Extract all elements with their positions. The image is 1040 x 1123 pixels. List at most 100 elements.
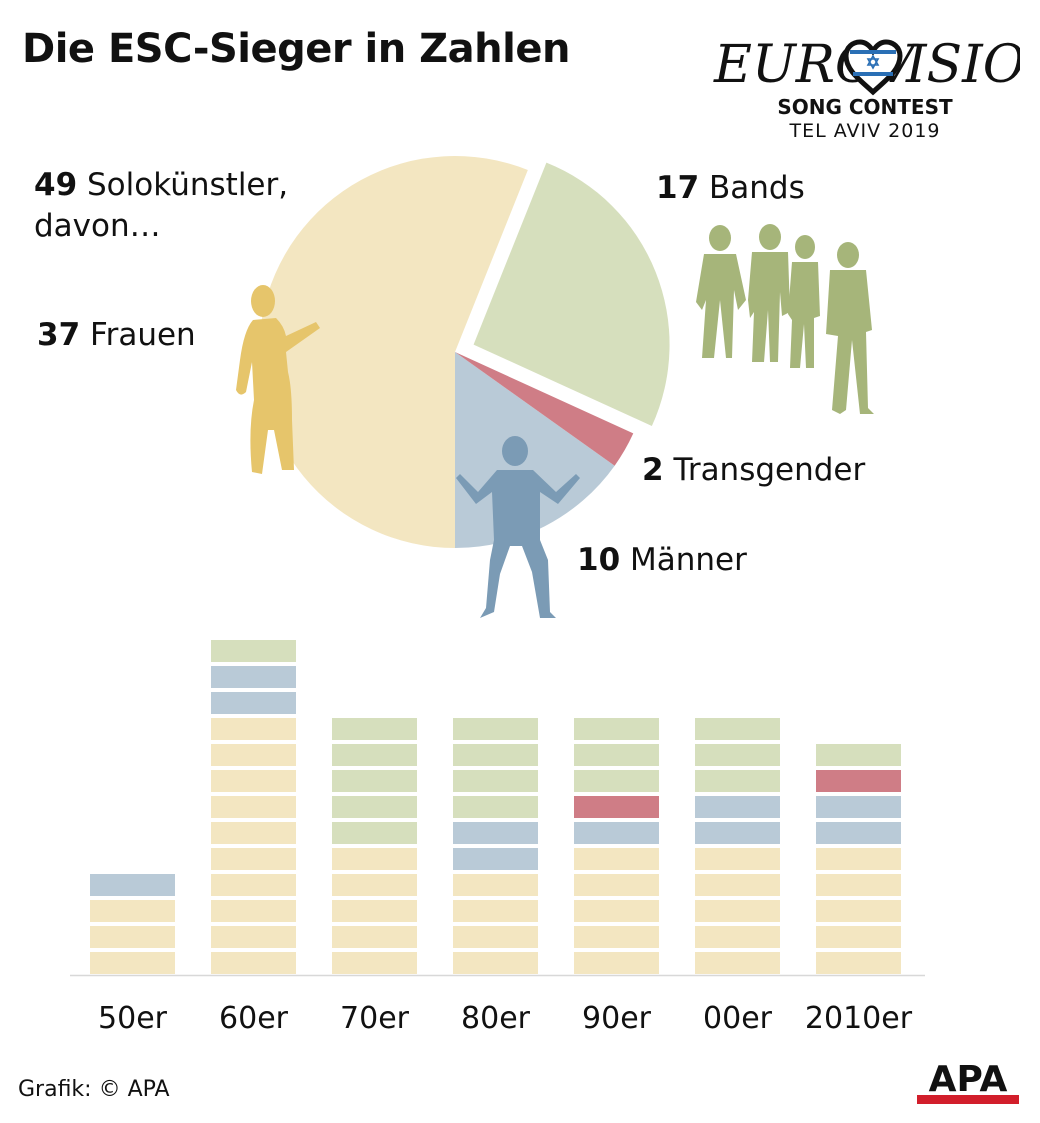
bar-segment-maenner <box>695 796 780 818</box>
x-tick-label: 00er <box>703 1001 773 1036</box>
logo-line-2: TEL AVIV 2019 <box>788 120 940 142</box>
logo-line-1: SONG CONTEST <box>777 95 953 119</box>
bar-segment-bands <box>453 718 538 740</box>
bar-segment-frauen <box>211 744 296 766</box>
bar-segment-bands <box>695 770 780 792</box>
bar-segment-frauen <box>816 874 901 896</box>
bar-segment-bands <box>211 640 296 662</box>
bar-segment-maenner <box>211 692 296 714</box>
label-bands-text: Bands <box>709 170 805 206</box>
bar-segment-frauen <box>332 874 417 896</box>
label-frauen: 37 Frauen <box>37 316 196 354</box>
label-maenner: 10 Männer <box>577 541 747 579</box>
bar-segment-frauen <box>211 900 296 922</box>
bar-segment-bands <box>332 796 417 818</box>
bar-segment-bands <box>332 822 417 844</box>
bar-segment-bands <box>453 744 538 766</box>
bar-segment-frauen <box>90 926 175 948</box>
bar-segment-bands <box>816 744 901 766</box>
bar-segment-frauen <box>211 874 296 896</box>
label-frauen-text: Frauen <box>90 317 196 353</box>
pie-slice-frauen <box>258 155 528 548</box>
label-solo-number: 49 <box>34 167 78 203</box>
bar-segment-maenner <box>816 822 901 844</box>
woman-figure-icon <box>236 285 320 474</box>
bar-segment-frauen <box>211 822 296 844</box>
label-bands: 17 Bands <box>656 169 805 207</box>
eurovision-logo: EUROV ISION SONG CONTEST TEL AVIV 2019 <box>713 35 1020 142</box>
apa-logo-text: APA <box>929 1059 1008 1100</box>
bar-segment-frauen <box>453 926 538 948</box>
apa-logo: APA <box>917 1059 1019 1104</box>
bar-segment-bands <box>332 770 417 792</box>
bar-segment-transgender <box>574 796 659 818</box>
bar-segment-bands <box>574 744 659 766</box>
bar-segment-maenner <box>90 874 175 896</box>
label-solo-text: Solokünstler, <box>87 167 289 203</box>
man-figure-icon <box>456 436 580 618</box>
bar-segment-frauen <box>574 952 659 974</box>
label-solo-suffix: davon… <box>34 208 161 244</box>
bar-segment-maenner <box>211 666 296 688</box>
bar-segment-frauen <box>453 952 538 974</box>
bar-segment-frauen <box>816 952 901 974</box>
label-solo-group: 49 Solokünstler, <box>34 166 288 204</box>
band-figures-icon <box>696 224 874 414</box>
logo-wordmark-right: ISION <box>905 35 1020 95</box>
label-transgender-number: 2 <box>642 452 664 488</box>
bar-segment-frauen <box>695 848 780 870</box>
x-tick-label: 2010er <box>805 1001 913 1036</box>
page-title: Die ESC-Sieger in Zahlen <box>22 26 570 72</box>
bar-segment-maenner <box>574 822 659 844</box>
bar-chart: 50er 60er 70er 80er 90er 00er 2010er <box>90 640 913 1036</box>
bar-segment-bands <box>332 718 417 740</box>
bar-segment-bands <box>453 770 538 792</box>
bar-segment-frauen <box>211 848 296 870</box>
bar-segment-maenner <box>453 848 538 870</box>
bar-segment-bands <box>574 770 659 792</box>
x-tick-label: 70er <box>340 1001 410 1036</box>
bar-segment-maenner <box>695 822 780 844</box>
pie-slice-bands <box>473 162 670 426</box>
bar-segment-frauen <box>695 900 780 922</box>
bar-segment-frauen <box>574 874 659 896</box>
bar-segment-bands <box>695 744 780 766</box>
bar-segment-maenner <box>453 822 538 844</box>
bar-segment-frauen <box>574 926 659 948</box>
x-tick-label: 90er <box>582 1001 652 1036</box>
bar-segment-frauen <box>453 874 538 896</box>
bar-segment-frauen <box>211 926 296 948</box>
bar-segment-frauen <box>90 952 175 974</box>
bar-segment-frauen <box>574 900 659 922</box>
bar-segment-maenner <box>816 796 901 818</box>
bar-segment-frauen <box>695 926 780 948</box>
bar-segment-frauen <box>211 952 296 974</box>
bar-segment-frauen <box>90 900 175 922</box>
bar-segment-frauen <box>211 718 296 740</box>
label-bands-number: 17 <box>656 170 700 206</box>
bar-segment-frauen <box>211 796 296 818</box>
bar-segment-frauen <box>453 900 538 922</box>
label-transgender-text: Transgender <box>673 452 866 488</box>
bar-segment-frauen <box>816 900 901 922</box>
bar-segment-bands <box>574 718 659 740</box>
label-maenner-number: 10 <box>577 542 621 578</box>
label-transgender: 2 Transgender <box>642 451 865 489</box>
label-maenner-text: Männer <box>630 542 747 578</box>
bar-segment-bands <box>695 718 780 740</box>
x-tick-label: 80er <box>461 1001 531 1036</box>
credit-text: Grafik: © APA <box>18 1077 170 1102</box>
bar-segment-frauen <box>695 952 780 974</box>
bar-segment-transgender <box>816 770 901 792</box>
x-tick-label: 60er <box>219 1001 289 1036</box>
bar-segment-frauen <box>695 874 780 896</box>
bar-segment-bands <box>453 796 538 818</box>
bar-segment-frauen <box>816 848 901 870</box>
label-frauen-number: 37 <box>37 317 81 353</box>
x-tick-label: 50er <box>98 1001 168 1036</box>
pie-slice-transgender <box>455 352 634 466</box>
bar-segment-frauen <box>332 900 417 922</box>
bar-segment-frauen <box>211 770 296 792</box>
bar-segment-frauen <box>574 848 659 870</box>
